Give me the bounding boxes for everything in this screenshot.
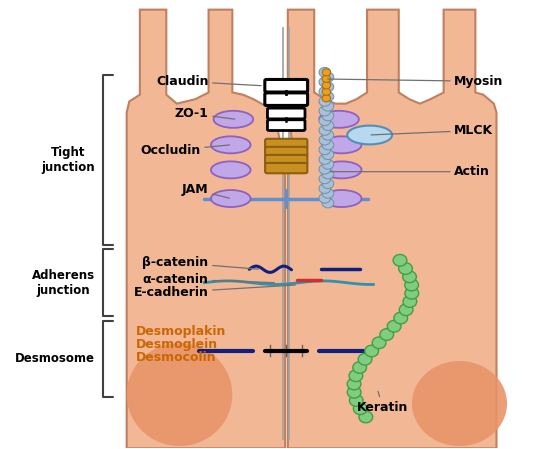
Ellipse shape (319, 67, 331, 77)
Ellipse shape (322, 72, 334, 82)
Polygon shape (288, 9, 497, 448)
Ellipse shape (354, 403, 367, 414)
Ellipse shape (319, 97, 331, 106)
Text: α-catenin: α-catenin (142, 273, 274, 286)
Text: β-catenin: β-catenin (142, 256, 258, 269)
FancyBboxPatch shape (267, 120, 305, 131)
Ellipse shape (322, 92, 334, 101)
Ellipse shape (322, 82, 334, 92)
Ellipse shape (399, 263, 412, 274)
Ellipse shape (319, 164, 331, 174)
Ellipse shape (322, 169, 334, 179)
Ellipse shape (322, 140, 334, 150)
Ellipse shape (322, 130, 334, 140)
Ellipse shape (322, 189, 334, 198)
Text: Desmosome: Desmosome (15, 352, 95, 365)
Ellipse shape (126, 343, 232, 446)
Ellipse shape (322, 88, 331, 95)
Text: Actin: Actin (331, 165, 490, 178)
Text: Myosin: Myosin (328, 75, 504, 88)
Ellipse shape (322, 190, 361, 207)
Ellipse shape (358, 353, 372, 365)
FancyBboxPatch shape (265, 139, 307, 149)
Ellipse shape (322, 69, 331, 76)
Ellipse shape (359, 411, 373, 423)
Ellipse shape (394, 312, 408, 324)
Ellipse shape (319, 145, 331, 155)
Ellipse shape (349, 370, 363, 382)
Text: ZO-1: ZO-1 (175, 107, 235, 120)
FancyBboxPatch shape (265, 93, 307, 106)
Ellipse shape (380, 329, 394, 340)
Text: Tight
junction: Tight junction (41, 145, 95, 174)
Ellipse shape (322, 75, 331, 82)
Text: Adherens
junction: Adherens junction (32, 269, 95, 297)
Ellipse shape (319, 116, 331, 126)
Ellipse shape (322, 179, 334, 189)
Ellipse shape (322, 198, 334, 208)
Ellipse shape (347, 387, 361, 398)
Text: MLCK: MLCK (371, 124, 493, 137)
Ellipse shape (412, 361, 507, 446)
Ellipse shape (211, 136, 251, 153)
FancyBboxPatch shape (267, 108, 305, 119)
Text: Desmocolin: Desmocolin (136, 351, 217, 364)
Ellipse shape (322, 159, 334, 169)
Ellipse shape (319, 111, 359, 128)
Ellipse shape (322, 150, 334, 159)
Ellipse shape (322, 82, 331, 89)
FancyBboxPatch shape (265, 155, 307, 165)
Text: Desmoglein: Desmoglein (136, 338, 218, 351)
Ellipse shape (319, 125, 331, 135)
Ellipse shape (322, 136, 361, 153)
Ellipse shape (353, 362, 366, 373)
Ellipse shape (211, 161, 251, 178)
Text: E-cadherin: E-cadherin (134, 285, 295, 299)
Ellipse shape (322, 121, 334, 131)
Ellipse shape (405, 279, 419, 291)
Ellipse shape (399, 304, 413, 316)
Ellipse shape (405, 287, 419, 299)
FancyBboxPatch shape (265, 147, 307, 157)
Text: Desmoplakin: Desmoplakin (136, 326, 227, 339)
Ellipse shape (322, 101, 334, 111)
Ellipse shape (347, 378, 361, 390)
Text: Occludin: Occludin (140, 144, 229, 157)
Ellipse shape (319, 106, 331, 116)
Ellipse shape (319, 193, 331, 203)
Ellipse shape (319, 174, 331, 184)
Ellipse shape (365, 345, 378, 357)
Ellipse shape (211, 190, 251, 207)
Text: Claudin: Claudin (156, 75, 261, 88)
Ellipse shape (403, 271, 416, 282)
Ellipse shape (372, 337, 386, 348)
FancyBboxPatch shape (265, 163, 307, 173)
Text: JAM: JAM (182, 183, 229, 198)
FancyBboxPatch shape (265, 79, 307, 92)
Polygon shape (126, 9, 285, 448)
Ellipse shape (213, 111, 253, 128)
Ellipse shape (347, 126, 392, 145)
Ellipse shape (403, 296, 417, 308)
Ellipse shape (393, 255, 407, 266)
Text: Keratin: Keratin (357, 392, 409, 414)
Ellipse shape (322, 161, 361, 178)
Ellipse shape (319, 135, 331, 145)
Ellipse shape (387, 321, 401, 332)
Ellipse shape (319, 154, 331, 164)
Ellipse shape (349, 395, 363, 406)
Ellipse shape (322, 95, 331, 102)
Ellipse shape (319, 184, 331, 194)
Ellipse shape (319, 87, 331, 97)
Ellipse shape (322, 111, 334, 121)
Ellipse shape (319, 77, 331, 87)
